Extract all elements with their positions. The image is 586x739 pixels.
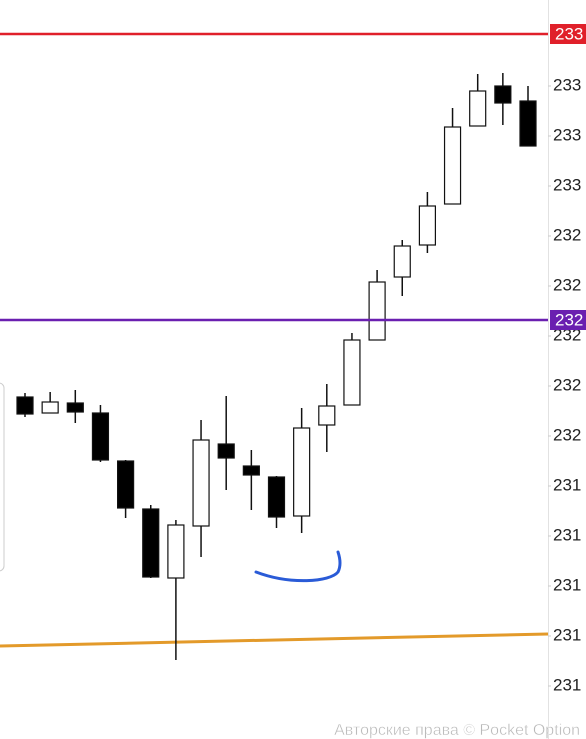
y-tick-label: 232 [553,375,581,394]
candle-body [368,281,386,341]
candle-body [16,396,34,415]
candle-body [116,460,135,509]
candle-body [443,126,462,205]
candle-body [318,405,336,426]
watermark: Авторские права © Pocket Option [334,722,580,739]
y-tick-label: 231 [553,475,581,494]
level-tag [550,24,586,44]
y-tick-label: 232 [553,275,581,294]
level-label: 233 [555,24,583,43]
y-tick-label: 233 [553,125,581,144]
level-tag [550,310,586,330]
y-tick-label: 231 [553,575,581,594]
candle-body [469,90,487,127]
level-label: 232 [555,310,583,329]
candle-body [192,439,210,527]
y-tick-label: 232 [553,425,581,444]
y-tick-label: 232 [553,225,581,244]
candle-body [393,245,411,278]
y-tick-label: 232 [553,325,581,344]
candle-body [217,443,235,459]
candle-body [267,476,286,518]
y-tick-label: 233 [553,175,581,194]
candle-body [418,205,436,246]
candle-body [343,339,361,406]
y-tick-label: 231 [553,525,581,544]
trend-line [0,632,549,648]
y-tick-label: 233 [553,75,581,94]
candle-body [494,85,512,104]
candle-body [242,465,260,476]
candle-body [142,508,160,578]
candle-body [293,427,311,517]
candle-body [41,401,59,414]
y-tick-label: 231 [553,625,581,644]
candle-body [66,402,84,413]
candle-body [91,412,110,461]
side-panel-edge [0,382,5,572]
y-tick-label: 231 [553,675,581,694]
candle-body [167,524,185,579]
candle-body [519,100,537,147]
hand-drawn-mark [254,550,342,583]
